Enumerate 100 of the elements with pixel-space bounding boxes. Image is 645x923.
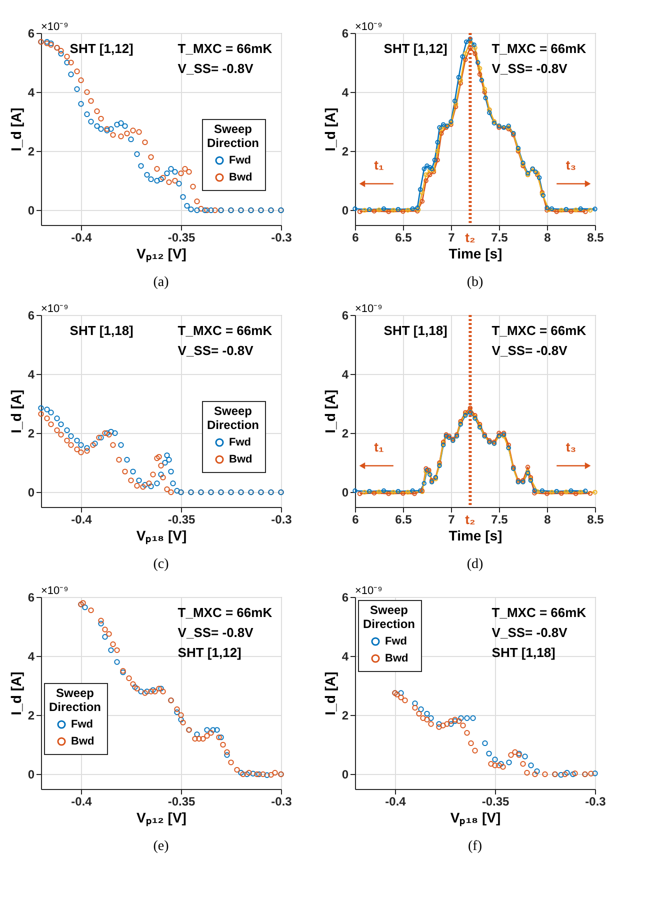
point	[412, 491, 417, 496]
y-tick-label: 0	[342, 768, 349, 782]
point	[126, 675, 132, 682]
point	[477, 72, 482, 77]
annotation: SHT [1,12]	[70, 41, 134, 56]
point	[376, 490, 382, 494]
point	[158, 462, 164, 468]
point	[122, 468, 128, 474]
legend-title: Sweep Direction	[48, 686, 102, 714]
point	[398, 690, 404, 696]
point	[110, 132, 116, 138]
point	[405, 490, 410, 495]
point	[94, 108, 100, 114]
point	[534, 768, 540, 774]
point	[592, 770, 598, 776]
point	[156, 454, 162, 460]
point	[172, 178, 178, 184]
y-tick-label: 2	[28, 708, 35, 723]
point	[98, 116, 104, 122]
point	[367, 488, 372, 494]
point	[391, 490, 396, 495]
point	[418, 706, 424, 712]
point	[422, 481, 426, 486]
point	[204, 732, 210, 739]
point	[524, 770, 530, 776]
point	[128, 478, 134, 484]
point	[573, 491, 578, 496]
point	[559, 208, 564, 213]
point	[164, 452, 170, 458]
point	[439, 131, 444, 136]
point	[458, 80, 463, 86]
annotation: V_SS= -0.8V	[492, 343, 568, 358]
x-tick-label: 6.5	[395, 512, 412, 526]
point	[154, 480, 160, 486]
point	[456, 74, 462, 80]
point	[472, 42, 476, 48]
point	[154, 166, 160, 172]
point	[146, 480, 152, 486]
point	[148, 483, 154, 490]
point	[428, 165, 432, 170]
point	[436, 724, 442, 730]
point	[58, 432, 64, 438]
point	[416, 710, 422, 717]
point	[224, 752, 230, 758]
point	[452, 98, 458, 104]
point	[488, 761, 494, 767]
point	[154, 178, 160, 184]
point	[180, 194, 186, 200]
point	[418, 187, 423, 192]
annotation: T_MXC = 66mK	[492, 605, 587, 620]
point	[532, 488, 537, 494]
ref-line-label: t₂	[465, 512, 476, 527]
point	[535, 489, 540, 494]
point	[250, 770, 256, 776]
point	[422, 166, 426, 172]
point	[396, 488, 401, 494]
point	[164, 486, 170, 492]
point	[424, 164, 430, 168]
x-tick-label: 7.5	[491, 512, 508, 526]
annotation: T_MXC = 66mK	[178, 41, 273, 56]
legend-title: Sweep Direction	[206, 404, 260, 432]
point	[78, 450, 84, 456]
y-tick-label: 2	[342, 144, 349, 159]
point	[68, 72, 74, 78]
point	[482, 86, 487, 92]
point	[477, 66, 482, 71]
point	[482, 90, 487, 94]
point	[412, 700, 418, 706]
point	[472, 51, 478, 56]
point	[68, 433, 74, 439]
point	[464, 715, 470, 721]
annotation: t₃	[566, 440, 576, 455]
point	[532, 490, 537, 496]
point	[38, 405, 44, 411]
point	[468, 36, 473, 42]
point	[74, 86, 80, 92]
x-tick-label: -0.35	[168, 230, 196, 244]
legend-label: Bwd	[229, 172, 252, 184]
point	[108, 428, 114, 435]
x-tick-label: -0.3	[271, 512, 292, 526]
text: (e)	[153, 839, 170, 854]
point	[68, 60, 74, 66]
point	[522, 754, 528, 760]
legend-label: Fwd	[385, 636, 407, 648]
x-tick-label: 7.5	[491, 230, 508, 244]
x-tick-label: 8.5	[587, 512, 604, 526]
point	[464, 730, 470, 736]
point	[400, 209, 406, 214]
point	[168, 166, 174, 172]
point	[166, 179, 172, 186]
point	[381, 206, 386, 212]
point	[468, 39, 473, 44]
text: ×10⁻⁹	[41, 303, 68, 315]
y-tick-label: 6	[342, 590, 349, 604]
point	[448, 718, 454, 724]
point	[483, 96, 488, 100]
point	[464, 39, 469, 44]
point	[114, 647, 120, 654]
point	[102, 634, 108, 640]
point	[124, 130, 130, 136]
